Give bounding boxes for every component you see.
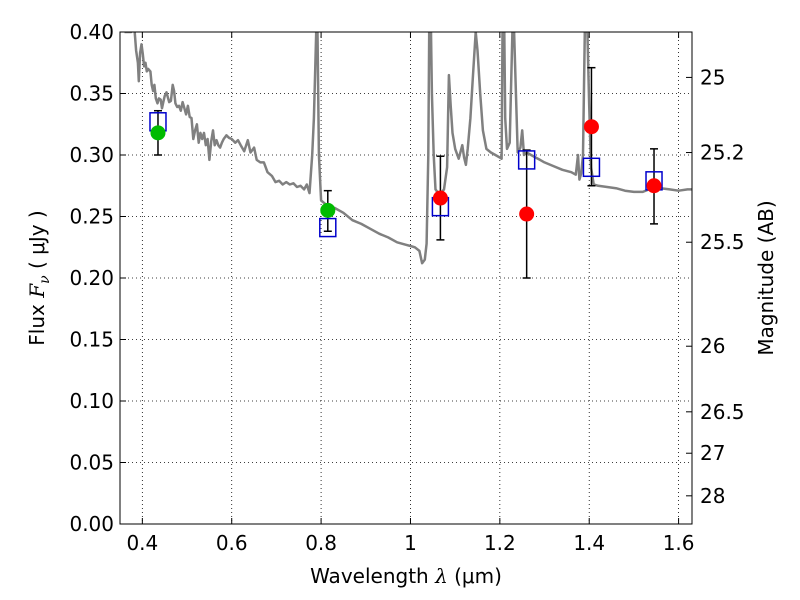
model-photometry-square xyxy=(582,157,601,178)
observed-point-optical xyxy=(150,125,166,141)
observed-point-optical xyxy=(320,202,336,218)
magnitude-tick-label: 28 xyxy=(700,484,725,508)
y-tick-label: 0.30 xyxy=(69,143,114,167)
axis-ticks xyxy=(120,31,692,525)
y-tick-label: 0.25 xyxy=(69,205,114,229)
magnitude-tick-label: 25.2 xyxy=(700,141,745,165)
plot-background xyxy=(120,32,692,524)
model-spectrum-line xyxy=(124,32,692,265)
x-axis-title: Wavelength λ (μm) xyxy=(310,564,502,588)
observed-point-nir xyxy=(583,119,599,135)
x-tick-label: 0.8 xyxy=(305,531,337,555)
observed-point-nir xyxy=(646,178,662,194)
magnitude-tick-label: 26 xyxy=(700,334,725,358)
magnitude-tick-label: 25 xyxy=(700,65,725,89)
y-tick-label: 0.10 xyxy=(69,389,114,413)
y-tick-label: 0.35 xyxy=(69,82,114,106)
y-tick-label: 0.15 xyxy=(69,328,114,352)
x-tick-labels: 0.4 0.6 0.8 1 1.2 1.4 1.6 xyxy=(126,531,694,555)
x-tick-label: 1.6 xyxy=(663,531,695,555)
y-axis-title: Flux Fν ( μJy ) xyxy=(25,210,53,345)
magnitude-tick-label: 26.5 xyxy=(700,400,745,424)
x-tick-label: 1.4 xyxy=(573,531,605,555)
observed-points-layer xyxy=(150,119,662,222)
y-tick-label: 0.05 xyxy=(69,451,114,475)
observed-point-nir xyxy=(519,206,535,222)
magnitude-tick-label: 27 xyxy=(700,441,725,465)
observed-point-nir xyxy=(432,190,448,206)
x-tick-label: 0.6 xyxy=(216,531,248,555)
x-tick-label: 1.2 xyxy=(484,531,516,555)
model-spectrum-layer xyxy=(124,32,692,265)
model-photometry-square xyxy=(517,150,536,170)
magnitude-tick-label: 25.5 xyxy=(700,230,745,254)
y-tick-labels: 0.00 0.05 0.10 0.15 0.20 0.25 0.30 0.35 0.40 xyxy=(69,20,114,536)
x-tick-label: 1 xyxy=(404,531,417,555)
magnitude-tick-labels: 25 25.2 25.5 26 26.5 27 28 xyxy=(700,65,745,507)
y-tick-label: 0.40 xyxy=(69,20,114,44)
model-photometry-square xyxy=(319,217,337,238)
y-tick-label: 0.00 xyxy=(69,512,114,536)
y2-axis-title: Magnitude (AB) xyxy=(754,200,778,355)
y-tick-label: 0.20 xyxy=(69,266,114,290)
x-tick-label: 0.4 xyxy=(126,531,158,555)
